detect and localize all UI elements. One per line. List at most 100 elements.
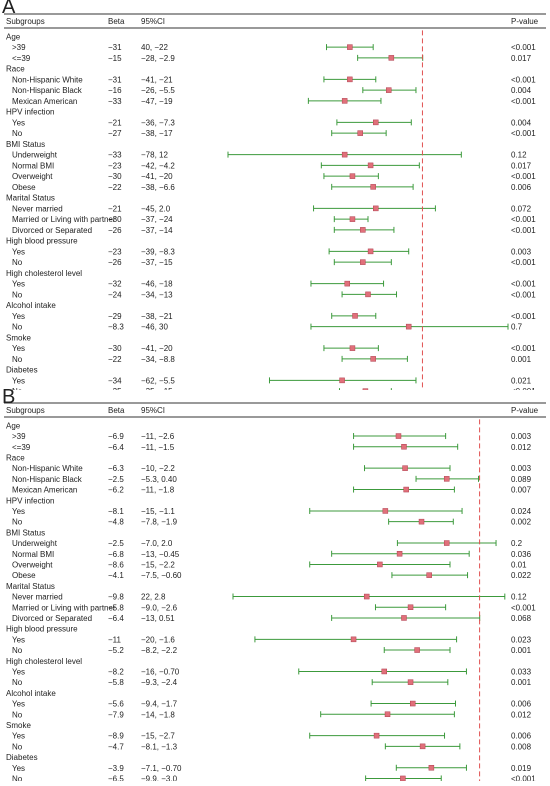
estimate-marker [384,711,391,717]
p-value: 0.12 [511,151,527,160]
estimate-marker [349,345,356,351]
ci-value: −13, −0.45 [141,550,180,559]
estimate-marker [401,615,407,621]
p-value: 0.004 [511,86,532,95]
group-label: Alcohol intake [6,689,56,698]
row-label: Yes [12,764,25,773]
p-value: 0.036 [511,550,532,559]
header-subgroups: Subgroups [6,17,45,26]
p-value: 0.7 [511,323,523,332]
p-value: <0.001 [511,280,536,289]
group-label: Diabetes [6,753,38,762]
beta-value: −8.6 [108,560,124,569]
group-label: Age [6,32,21,41]
row-label: Mexican American [12,486,77,495]
beta-value: −6.5 [108,774,124,781]
beta-value: −6.4 [108,443,124,452]
estimate-marker [370,184,376,190]
beta-value: −8.2 [108,667,124,676]
group-label: High cholesterol level [6,657,82,666]
ci-value: −9.9, −3.0 [141,774,178,781]
p-value: 0.006 [511,183,532,192]
ci-value: −15, −2.7 [141,732,175,741]
ci-value: −11, −2.6 [141,432,175,441]
beta-value: −33 [108,97,122,106]
row-label: No [12,678,23,687]
p-value: 0.006 [511,732,532,741]
ci-value: −10, −2.2 [141,464,175,473]
beta-value: −32 [108,280,122,289]
ci-value: −41, −21 [141,75,173,84]
row-label: Non-Hispanic Black [12,86,83,95]
row-label: No [12,646,23,655]
ci-value: −9.4, −1.7 [141,700,178,709]
row-label: Divorced or Separated [12,614,92,623]
p-value: 0.023 [511,635,532,644]
beta-value: −22 [108,355,122,364]
ci-value: −37, −24 [141,215,173,224]
ci-value: −36, −7.3 [141,118,175,127]
row-label: Non-Hispanic White [12,75,83,84]
estimate-marker [347,76,353,83]
row-label: Yes [12,312,25,321]
p-value: 0.2 [511,539,523,548]
row-label: <=39 [12,443,31,452]
forest-plot-panel-b: B Subgroups Beta 95%CI P-value Age >39 −6.9 −11… [0,386,550,786]
beta-value: −21 [108,118,122,127]
row-label: Underweight [12,151,58,160]
estimate-marker [443,476,450,482]
beta-value: −34 [108,376,122,385]
ci-value: −41, −20 [141,172,173,181]
estimate-marker [403,486,409,493]
group-label: Marital Status [6,194,55,203]
row-label: No [12,774,23,781]
group-label: HPV infection [6,496,54,505]
row-label: No [12,355,23,364]
header-subgroups: Subgroups [6,406,45,415]
beta-value: −5.2 [108,646,124,655]
beta-value: −6.8 [108,550,124,559]
ci-value: −7.8, −1.9 [141,518,178,527]
group-label: High cholesterol level [6,269,82,278]
ci-value: −34, −13 [141,290,173,299]
row-label: Yes [12,376,25,385]
p-value: 0.021 [511,376,532,385]
group-label: Marital Status [6,582,55,591]
p-value: 0.12 [511,593,527,602]
estimate-marker [428,765,435,771]
forest-plot-a: Subgroups Beta 95%CI P-value Age >39 −31 40, −2… [4,13,546,420]
ci-value: −38, −21 [141,312,173,321]
ci-value: −42, −4.2 [141,161,175,170]
estimate-marker [352,313,358,319]
row-label: Never married [12,204,63,213]
row-label: Yes [12,247,25,256]
ci-value: −41, −20 [141,344,173,353]
p-value: <0.001 [511,344,536,353]
p-value: <0.001 [511,75,536,84]
ci-value: −9.3, −2.4 [141,678,178,687]
group-label: Age [6,421,21,430]
estimate-marker [349,173,356,179]
header-beta: Beta [108,17,125,26]
estimate-marker [341,151,348,158]
estimate-marker [350,636,357,643]
row-label: Yes [12,507,25,516]
row-label: Overweight [12,560,53,569]
p-value: <0.001 [511,97,536,106]
p-value: 0.003 [511,464,532,473]
row-label: Underweight [12,539,58,548]
beta-value: −6.2 [108,486,124,495]
forest-plot-panel-a: A Subgroups Beta 95%CI P-value Age >39 −31 40, … [0,0,550,420]
estimate-marker [405,323,412,330]
ci-value: −7.5, −0.60 [141,571,182,580]
p-value: <0.001 [511,129,536,138]
ci-value: −7.0, 2.0 [141,539,173,548]
ci-value: −15, −1.1 [141,507,175,516]
beta-value: −5.8 [108,603,124,612]
estimate-marker [402,465,408,471]
beta-value: −5.6 [108,700,124,709]
row-label: Married or Living with partner [12,215,116,224]
beta-value: −24 [108,290,122,299]
beta-value: −6.9 [108,432,124,441]
estimate-marker [396,551,403,557]
